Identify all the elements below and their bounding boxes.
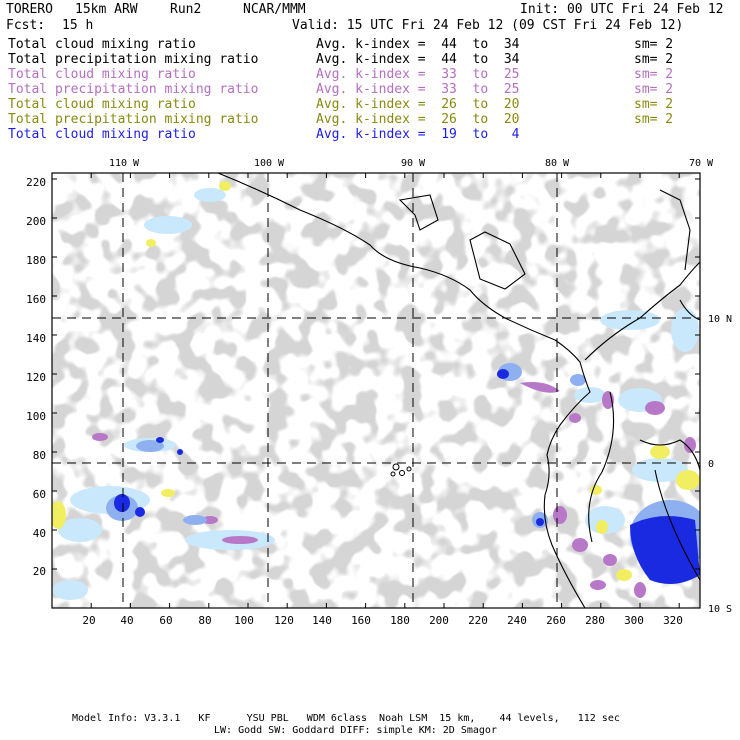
x-tick-label: 220 [468,614,488,627]
y-tick-label: 200 [26,215,46,228]
legend-kindex: Avg. k-index = 33 to 25 [316,82,520,97]
latitude-label: 10 S [708,604,732,615]
y-tick-label: 160 [26,293,46,306]
field-layer [52,173,700,608]
y-tick-label: 20 [33,565,46,578]
y-tick-labels: 20 40 60 80 100 120 140 160 180 200 220 [26,176,46,578]
y-tick-label: 40 [33,527,46,540]
y-tick-label: 220 [26,176,46,189]
x-tick-label: 200 [429,614,449,627]
legend-smoothing: sm= 2 [634,112,674,127]
legend-field: Total cloud mixing ratio [8,97,196,112]
latitude-label: 10 N [708,314,732,325]
legend-field: Total precipitation mixing ratio [8,82,259,97]
x-tick-label: 120 [274,614,294,627]
legend-kindex: Avg. k-index = 26 to 20 [316,112,520,127]
x-tick-label: 260 [546,614,566,627]
legend-kindex: Avg. k-index = 19 to 4 [316,127,520,142]
x-tick-labels: 20 40 60 80 100 120 140 160 180 200 220 … [82,614,683,627]
model-resolution: 15km ARW [75,2,138,17]
legend-kindex: Avg. k-index = 44 to 34 [316,52,520,67]
x-tick-label: 160 [351,614,371,627]
legend-smoothing: sm= 2 [634,97,674,112]
map-frame [51,172,701,609]
longitude-labels: 110 W 100 W 90 W 80 W 70 W [109,158,714,169]
x-tick-label: 140 [312,614,332,627]
galapagos-islands [390,463,412,477]
legend-field: Total cloud mixing ratio [8,127,196,142]
legend-field: Total precipitation mixing ratio [8,52,259,67]
axis-ticks [51,173,700,609]
y-tick-label: 60 [33,488,46,501]
legend-smoothing: sm= 2 [634,82,674,97]
longitude-label: 110 W [109,158,140,169]
legend-smoothing: sm= 2 [634,67,674,82]
legend-smoothing: sm= 2 [634,37,674,52]
forecast-hour: 15 h [62,18,94,33]
latitude-label: 0 [708,459,714,470]
x-tick-label: 280 [585,614,605,627]
run-label: Run2 [170,2,202,17]
legend-field: Total cloud mixing ratio [8,37,196,52]
cloud-patches-yellow [52,181,700,581]
x-tick-label: 100 [234,614,254,627]
cloud-patches-dark-blue [114,369,700,584]
x-tick-label: 240 [507,614,527,627]
legend-kindex: Avg. k-index = 33 to 25 [316,67,520,82]
longitude-label: 90 W [401,158,426,169]
x-tick-label: 60 [159,614,172,627]
cloud-patches-purple [92,382,696,598]
model-info-line: Model Info: V3.3.1 KF YSU PBL WDM 6class… [72,713,620,724]
longitude-label: 70 W [689,158,714,169]
y-tick-label: 180 [26,254,46,267]
physics-info-line: LW: Godd SW: Goddard DIFF: simple KM: 2D… [214,725,497,736]
x-tick-label: 20 [82,614,95,627]
legend-smoothing: sm= 2 [634,52,674,67]
x-tick-label: 40 [120,614,133,627]
x-tick-label: 80 [198,614,211,627]
coastlines [217,173,700,608]
x-tick-label: 300 [624,614,644,627]
latitude-labels: 10 N 0 10 S [708,314,732,615]
legend-kindex: Avg. k-index = 44 to 34 [316,37,520,52]
y-tick-label: 100 [26,410,46,423]
x-tick-label: 320 [663,614,683,627]
y-tick-label: 140 [26,332,46,345]
y-tick-label: 80 [33,449,46,462]
graticule [52,173,700,608]
forecast-label: Fcst: [6,18,46,33]
init-time: Init: 00 UTC Fri 24 Feb 12 [520,2,724,17]
y-tick-label: 120 [26,371,46,384]
legend-kindex: Avg. k-index = 26 to 20 [316,97,520,112]
model-name: TORERO [6,2,53,17]
legend-field: Total cloud mixing ratio [8,67,196,82]
legend-field: Total precipitation mixing ratio [8,112,259,127]
org-label: NCAR/MMM [243,2,306,17]
valid-time: Valid: 15 UTC Fri 24 Feb 12 (09 CST Fri … [292,18,684,33]
longitude-label: 80 W [545,158,570,169]
longitude-label: 100 W [254,158,285,169]
x-tick-label: 180 [390,614,410,627]
